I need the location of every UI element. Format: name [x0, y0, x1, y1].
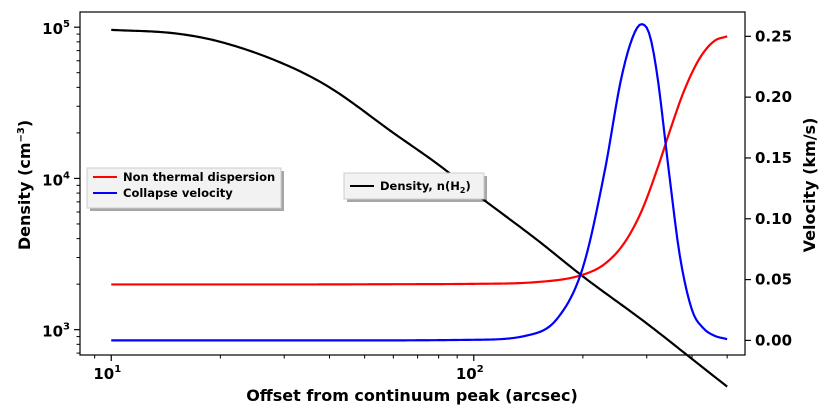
right-tick-label: 0.00 [755, 331, 792, 349]
x-tick-label: 102 [456, 364, 484, 383]
plot-lines [111, 23, 728, 388]
legend-label-density: Density, n(H2) [380, 179, 471, 195]
x-tick-label: 101 [93, 364, 121, 383]
right-tick-label: 0.20 [755, 88, 792, 106]
dispersion-line [111, 35, 728, 286]
legend-density: Density, n(H2) [343, 172, 487, 202]
right-tick-label: 0.25 [755, 27, 792, 45]
velocity-line [111, 23, 728, 342]
left-tick-label: 105 [42, 19, 70, 38]
plot-frame [79, 11, 746, 356]
left-tick-label: 104 [42, 170, 70, 189]
right-tick-label: 0.15 [755, 149, 792, 167]
x-axis-title: Offset from continuum peak (arcsec) [246, 386, 578, 405]
legend-label-velocity: Collapse velocity [123, 186, 233, 200]
left-axis-title: Density (cm−3) [15, 120, 34, 250]
density-line [111, 28, 728, 388]
right-tick-label: 0.05 [755, 271, 792, 289]
left-tick-label: 103 [42, 322, 70, 341]
right-axis-title: Velocity (km/s) [800, 118, 819, 253]
legend-label-dispersion: Non thermal dispersion [123, 170, 275, 184]
right-tick-label: 0.10 [755, 210, 792, 228]
legend-dispersion-velocity: Non thermal dispersion Collapse velocity [86, 167, 284, 211]
ticks: 101 102 103 104 105 0.00 0.05 0.10 0.15 0.20 0.25 [42, 19, 792, 383]
